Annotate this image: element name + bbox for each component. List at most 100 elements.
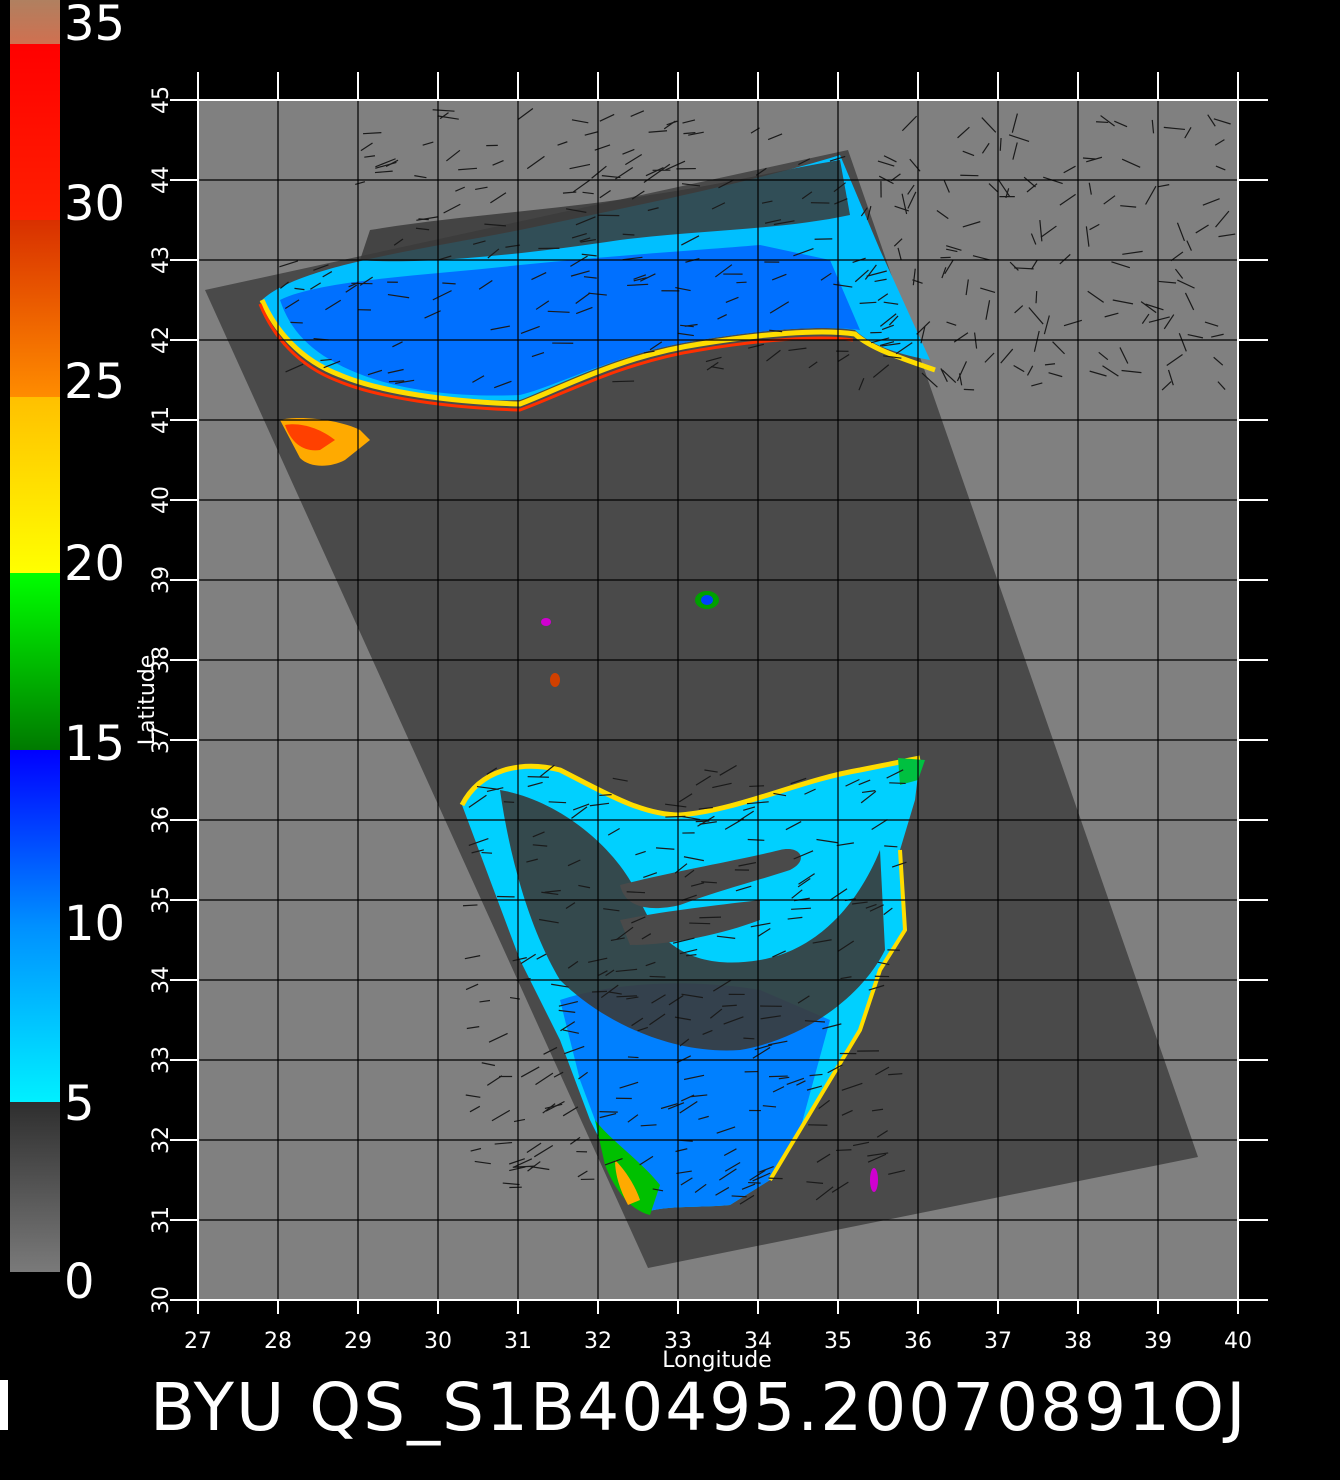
wind-barb: [471, 849, 485, 854]
wind-barb: [760, 1015, 781, 1020]
wind-barb: [579, 237, 591, 242]
x-tick-label-27: 27: [184, 1329, 212, 1354]
wind-barb: [633, 277, 647, 282]
wind-barb: [883, 355, 902, 359]
wind-barb: [1217, 381, 1226, 390]
wind-barb: [475, 186, 488, 190]
wind-barb: [387, 368, 404, 374]
colorbar-label-30: 30: [64, 176, 125, 232]
wind-barb: [858, 779, 871, 786]
wind-barb: [527, 781, 543, 788]
wind-barb: [1204, 321, 1219, 327]
wind-barb: [686, 954, 697, 957]
wind-barb: [681, 183, 701, 187]
wind-barb: [1140, 301, 1157, 314]
wind-barb: [1218, 233, 1236, 238]
wind-barb: [491, 1109, 511, 1122]
wind-barb: [285, 363, 304, 373]
y-tick-label-45: 45: [149, 86, 174, 114]
wind-barb: [999, 137, 1002, 151]
wind-barb: [743, 806, 756, 811]
y-tick-label-40: 40: [149, 486, 174, 514]
wind-barb: [682, 119, 696, 124]
wind-barb: [481, 1062, 496, 1067]
wind-barb: [564, 1045, 585, 1055]
wind-barb: [290, 321, 303, 324]
wind-barb: [980, 287, 996, 293]
wind-barb: [279, 260, 299, 268]
wind-barb: [643, 350, 655, 354]
wind-barb: [690, 882, 705, 887]
wind-barb: [1040, 225, 1057, 238]
wind-barb: [709, 1008, 723, 1019]
wind-barb: [719, 764, 737, 776]
wind-barb: [526, 1142, 542, 1154]
wind-barb: [749, 785, 765, 788]
wind-barb: [1112, 299, 1134, 305]
wind-barb: [704, 769, 718, 773]
wind-barb: [626, 891, 646, 894]
wind-barb: [769, 1075, 788, 1078]
wind-barbs: [279, 108, 1236, 1205]
wind-barb: [583, 276, 597, 279]
wind-barb: [323, 360, 341, 369]
y-tick-label-34: 34: [149, 966, 174, 994]
wind-barb: [790, 777, 807, 785]
wind-barb: [741, 1183, 756, 1190]
wind-barb: [772, 950, 786, 958]
wind-barb: [1166, 354, 1183, 366]
wind-barb: [768, 1177, 783, 1180]
wind-barb: [941, 267, 947, 279]
wind-barb: [893, 238, 903, 247]
wind-barb: [852, 1141, 870, 1147]
wind-barb: [1098, 351, 1109, 361]
wind-barb: [738, 861, 757, 867]
wind-barb: [639, 273, 656, 282]
wind-barb: [665, 815, 686, 818]
wind-barb: [841, 1109, 853, 1116]
wind-barb: [809, 1073, 823, 1077]
wind-barb: [865, 903, 877, 909]
wind-barb: [627, 1056, 639, 1059]
wind-barb: [747, 838, 765, 841]
mid-islands: [541, 591, 719, 687]
y-tick-label-37: 37: [149, 726, 174, 754]
wind-barb: [1215, 165, 1226, 171]
wind-barb: [488, 1032, 508, 1043]
northern-strong-wind: [280, 245, 860, 396]
wind-barb: [438, 255, 452, 261]
wind-barb: [683, 856, 704, 862]
east-island: [870, 1168, 878, 1192]
wind-barb: [1122, 250, 1143, 255]
wind-barb: [962, 221, 981, 228]
wind-barb: [474, 1160, 491, 1165]
wind-barb: [901, 193, 908, 215]
y-axis-title: Latitude: [135, 655, 160, 746]
wind-barb: [490, 325, 511, 331]
wind-barb: [481, 851, 493, 854]
wind-barb: [651, 994, 666, 1004]
wind-barb: [852, 901, 868, 905]
wind-barb: [1088, 182, 1092, 195]
wind-barb: [581, 253, 597, 257]
wind-barb: [731, 1195, 747, 1198]
wind-barb: [604, 1157, 623, 1166]
wind-barb: [874, 278, 887, 283]
wind-barb: [715, 1186, 730, 1196]
wind-barb: [622, 233, 635, 236]
wind-barb: [619, 1081, 639, 1089]
wind-barb: [387, 293, 410, 299]
wind-barb: [532, 844, 548, 847]
wind-barb: [432, 109, 455, 112]
wind-barb: [1011, 113, 1018, 133]
wind-barb: [827, 1064, 843, 1074]
wind-barb: [633, 274, 647, 280]
y-tick-label-36: 36: [149, 806, 174, 834]
wind-barb: [520, 953, 536, 965]
wind-barb: [797, 995, 810, 1004]
wind-barb: [571, 119, 589, 124]
wind-barb: [791, 889, 803, 899]
wind-barb: [864, 264, 877, 280]
wind-barb: [766, 349, 781, 362]
wind-barb: [578, 884, 591, 889]
